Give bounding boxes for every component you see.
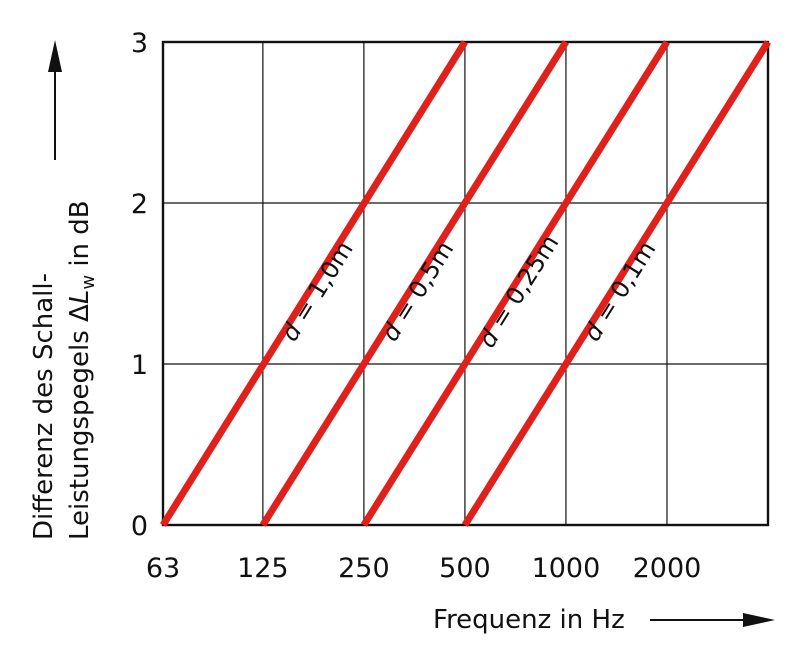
y-axis-title-line1: Differenz des Schall- bbox=[29, 273, 59, 540]
x-tick-label: 63 bbox=[146, 553, 180, 584]
x-tick-label: 1000 bbox=[532, 553, 601, 584]
y-axis-arrow-head bbox=[48, 40, 62, 72]
series-label: d = 0,5m bbox=[376, 236, 459, 346]
x-axis-arrow-head bbox=[743, 613, 775, 627]
y-axis-title-line2: Leistungspegels ΔLw in dB bbox=[65, 200, 99, 540]
y-tick-label: 0 bbox=[131, 511, 148, 542]
series-label: d = 0,25m bbox=[473, 230, 564, 353]
series-lines bbox=[160, 40, 771, 527]
x-tick-label: 500 bbox=[439, 553, 491, 584]
series-line bbox=[461, 40, 771, 527]
x-tick-label: 125 bbox=[237, 553, 289, 584]
series-line bbox=[360, 40, 670, 527]
y-tick-label: 2 bbox=[131, 189, 148, 220]
tick-labels: 63 125 250 500 1000 2000 0 1 2 3 bbox=[131, 28, 702, 584]
y-tick-label: 1 bbox=[131, 350, 148, 381]
x-tick-label: 2000 bbox=[633, 553, 702, 584]
y-tick-label: 3 bbox=[131, 28, 148, 59]
series-label: d = 0,1m bbox=[578, 236, 661, 346]
y-axis-title-group: Differenz des Schall- Leistungspegels ΔL… bbox=[29, 40, 99, 540]
grid bbox=[161, 40, 770, 527]
series-line bbox=[160, 40, 468, 527]
x-axis-title-group: Frequenz in Hz bbox=[433, 605, 775, 635]
x-axis-title: Frequenz in Hz bbox=[433, 605, 625, 635]
series-line bbox=[259, 40, 569, 527]
x-tick-label: 250 bbox=[338, 553, 390, 584]
series-label: d = 1,0m bbox=[276, 236, 359, 346]
series-labels: d = 1,0m d = 0,5md = 0,25m d = 0,1m bbox=[276, 230, 662, 353]
